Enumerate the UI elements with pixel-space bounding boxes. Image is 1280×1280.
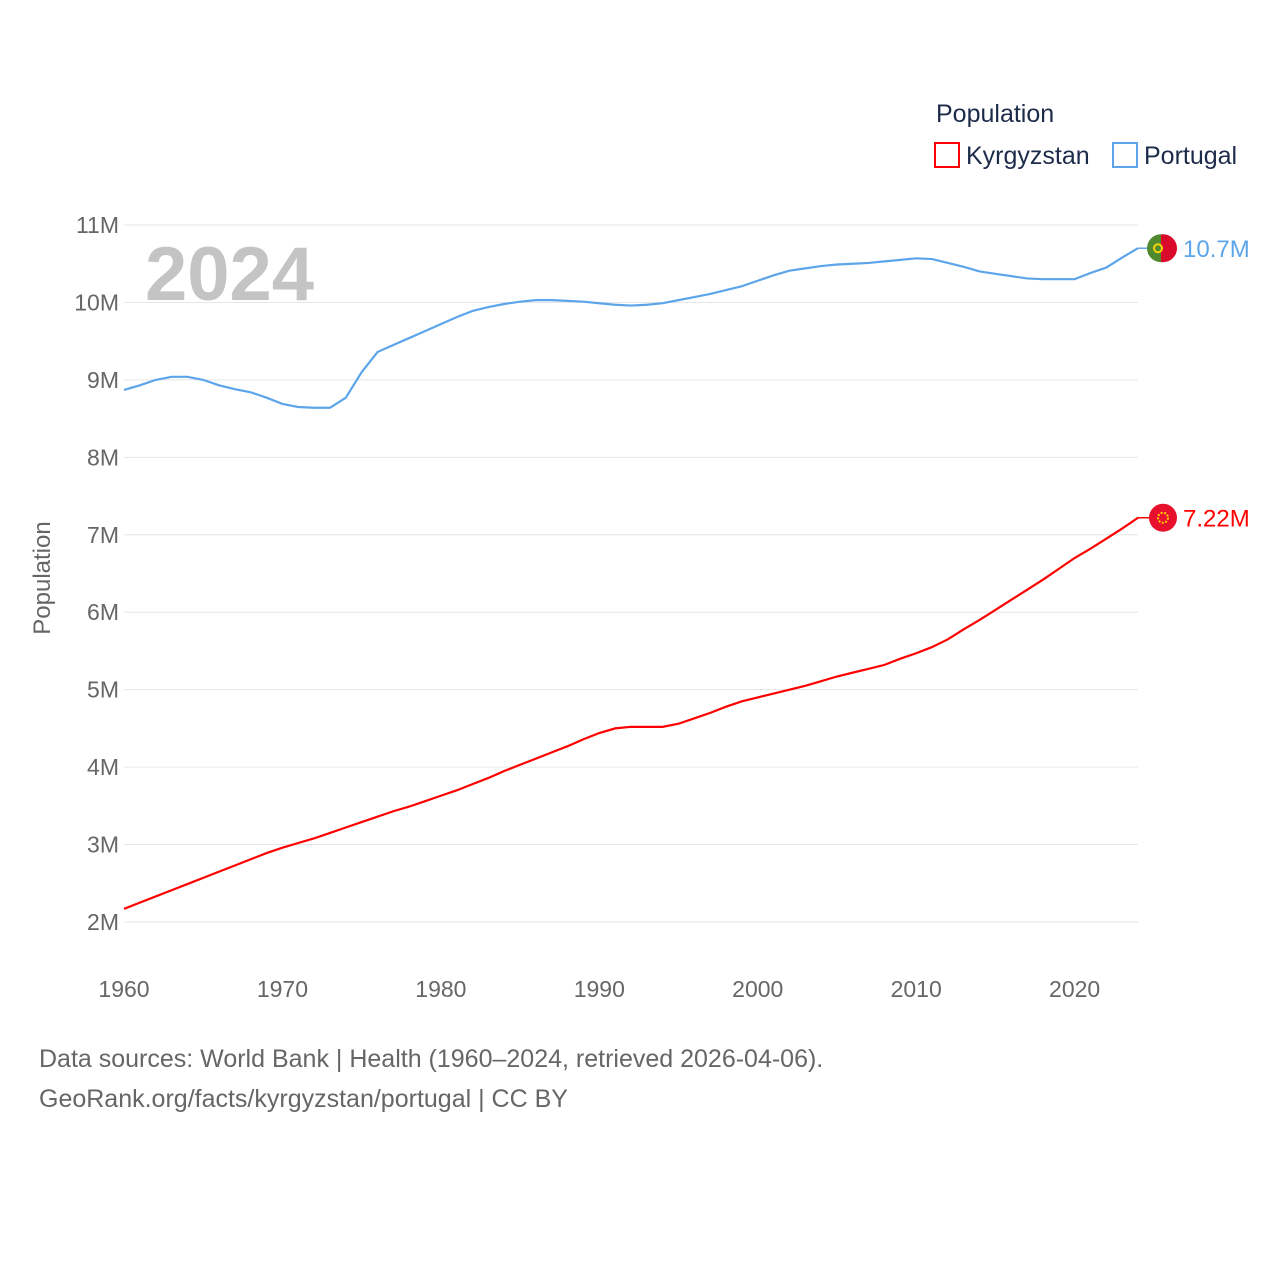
y-tick-label: 3M [87, 832, 119, 858]
legend-title: Population [936, 100, 1055, 128]
series-line-kyrgyzstan [123, 516, 1139, 910]
y-tick-label: 4M [87, 754, 119, 780]
y-tick-label: 11M [76, 212, 119, 238]
x-tick-label: 1980 [415, 976, 466, 1002]
footer-link[interactable]: GeoRank.org/facts/kyrgyzstan/portugal | … [39, 1085, 568, 1113]
legend-item-kyrgyzstan[interactable]: Kyrgyzstan [934, 142, 1090, 171]
y-tick-label: 6M [87, 599, 119, 625]
x-tick-label: 1960 [98, 976, 149, 1002]
y-axis-label: Population [29, 521, 56, 634]
x-tick-label: 2020 [1049, 976, 1100, 1002]
legend-swatch [1112, 142, 1138, 168]
series-line-portugal [123, 247, 1139, 409]
x-tick-label: 2000 [732, 976, 783, 1002]
kyrgyzstan-flag-sun [1157, 511, 1169, 524]
legend-label: Kyrgyzstan [966, 142, 1090, 170]
y-tick-label: 7M [87, 522, 119, 548]
footer-sources: Data sources: World Bank | Health (1960–… [39, 1045, 824, 1073]
y-tick-label: 9M [87, 367, 119, 393]
x-tick-label: 2010 [891, 976, 942, 1002]
legend-label: Portugal [1144, 142, 1238, 170]
y-tick-label: 2M [87, 909, 119, 935]
legend-swatch [934, 142, 960, 168]
year-label: 2024 [145, 232, 314, 317]
end-value-label: 7.22M [1183, 506, 1250, 533]
x-tick-label: 1990 [574, 976, 625, 1002]
end-value-label: 10.7M [1183, 236, 1250, 263]
kyrgyzstan-flag-icon [1149, 503, 1177, 532]
y-tick-label: 8M [87, 444, 119, 470]
y-tick-label: 10M [74, 289, 119, 315]
y-tick-label: 5M [87, 677, 119, 703]
legend-item-portugal[interactable]: Portugal [1112, 142, 1237, 171]
x-tick-label: 1970 [257, 976, 308, 1002]
portugal-flag-emblem [1153, 243, 1163, 254]
